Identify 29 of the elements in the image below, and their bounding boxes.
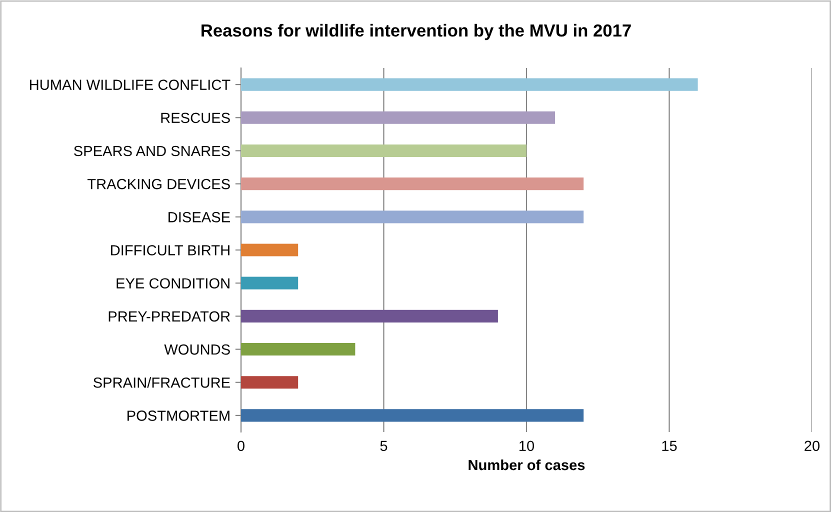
x-tick-label: 0 [238,440,244,452]
y-tick-label: HUMAN WILDLIFE CONFLICT [30,80,230,90]
bar [241,111,556,124]
y-tick-label: PREY-PREDATOR [108,311,230,322]
x-axis-title: Number of cases [468,459,585,470]
bar [241,310,498,322]
bar [241,144,526,158]
bar [241,178,584,190]
x-tick-label: 10 [520,440,534,452]
x-tick-label: 5 [380,440,388,452]
bar [241,376,298,389]
bar [241,409,584,422]
y-tick-label: WOUNDS [164,344,230,355]
bar [241,244,298,256]
bar [241,342,356,356]
x-tick-label: 20 [804,440,820,452]
bar [241,78,698,91]
y-tick-label: RESCUES [161,112,230,124]
bar [241,210,584,224]
y-tick-label: EYE CONDITION [116,278,230,289]
x-tick-label: 15 [662,440,677,452]
y-tick-label: TRACKING DEVICES [87,178,230,190]
y-tick-label: SPRAIN/FRACTURE [94,377,230,388]
chart-title: Reasons for wildlife intervention by the MVU in 2017 [202,24,631,40]
y-tick-label: DISEASE [168,212,230,222]
bar [241,276,298,290]
y-tick-label: POSTMORTEM [128,410,230,421]
y-tick-label: DIFFICULT BIRTH [111,245,230,256]
y-tick-label: SPEARS AND SNARES [74,146,230,156]
